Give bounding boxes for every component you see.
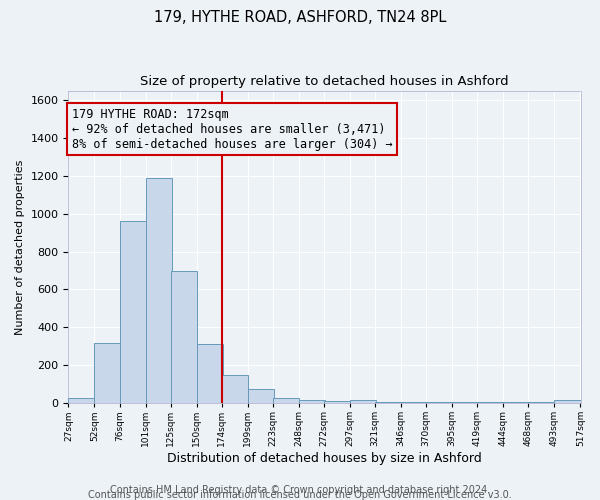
Bar: [273, 398, 299, 403]
Bar: [375, 402, 401, 403]
Bar: [68, 398, 94, 403]
Y-axis label: Number of detached properties: Number of detached properties: [15, 159, 25, 334]
Bar: [426, 402, 452, 403]
Text: Contains HM Land Registry data © Crown copyright and database right 2024.: Contains HM Land Registry data © Crown c…: [110, 485, 490, 495]
Bar: [299, 400, 325, 403]
Bar: [477, 402, 503, 403]
Title: Size of property relative to detached houses in Ashford: Size of property relative to detached ho…: [140, 75, 509, 88]
Bar: [529, 402, 554, 403]
Bar: [324, 401, 350, 403]
Bar: [94, 342, 121, 403]
Bar: [222, 374, 248, 403]
Bar: [401, 402, 427, 403]
Text: Contains public sector information licensed under the Open Government Licence v3: Contains public sector information licen…: [88, 490, 512, 500]
Bar: [452, 402, 478, 403]
X-axis label: Distribution of detached houses by size in Ashford: Distribution of detached houses by size …: [167, 452, 482, 465]
Text: 179 HYTHE ROAD: 172sqm
← 92% of detached houses are smaller (3,471)
8% of semi-d: 179 HYTHE ROAD: 172sqm ← 92% of detached…: [71, 108, 392, 150]
Bar: [119, 222, 146, 403]
Bar: [146, 178, 172, 403]
Bar: [350, 400, 376, 403]
Text: 179, HYTHE ROAD, ASHFORD, TN24 8PL: 179, HYTHE ROAD, ASHFORD, TN24 8PL: [154, 10, 446, 25]
Bar: [554, 400, 581, 403]
Bar: [503, 402, 529, 403]
Bar: [248, 389, 274, 403]
Bar: [197, 344, 223, 403]
Bar: [170, 270, 197, 403]
